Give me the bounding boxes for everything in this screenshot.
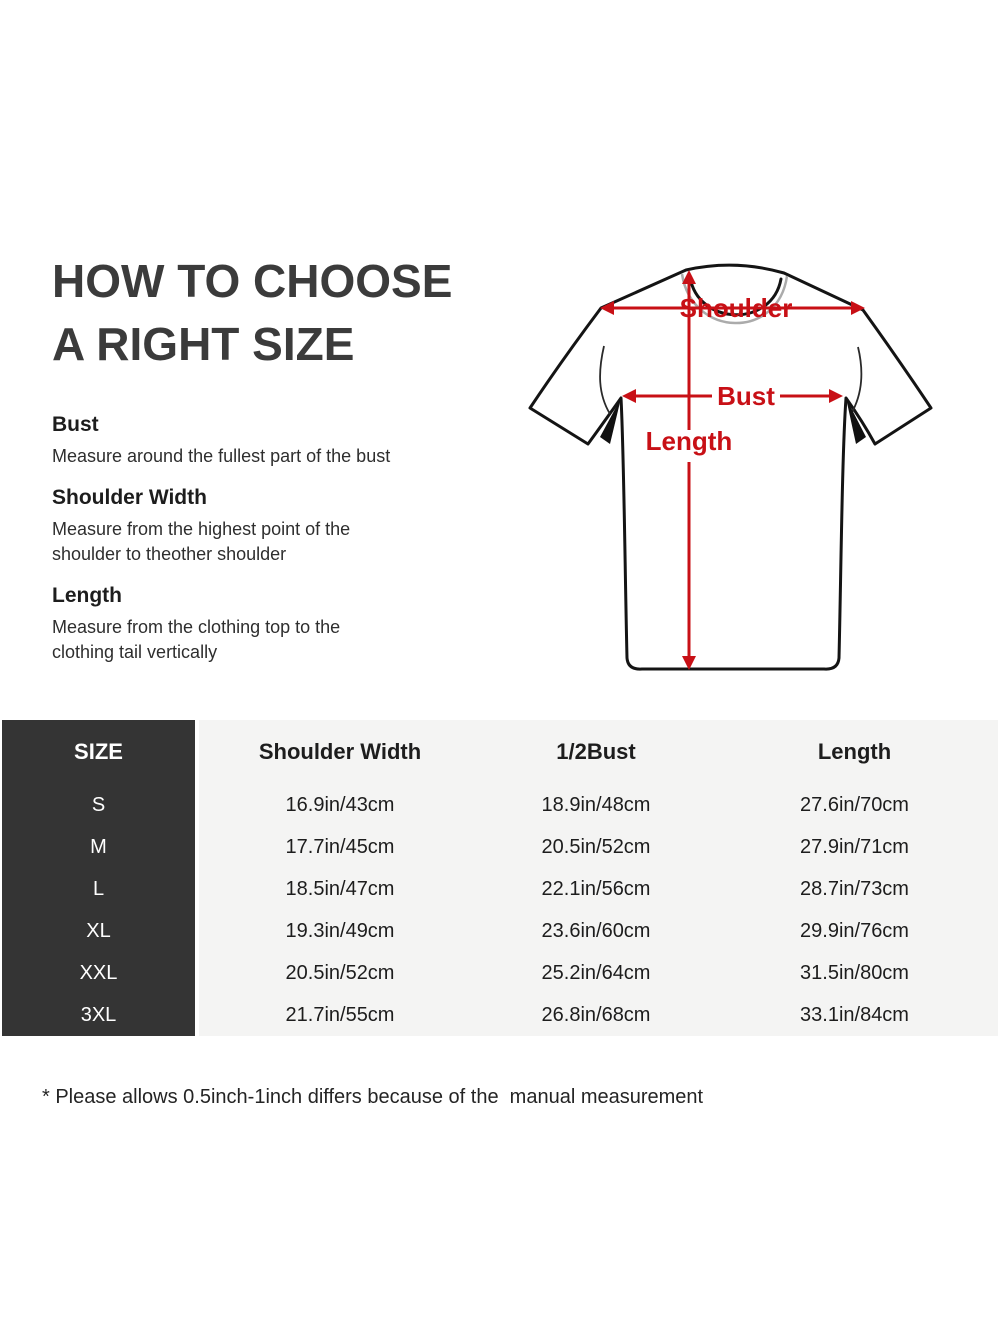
- size-cell: 3XL: [2, 994, 199, 1036]
- instruction-shoulder-width: Shoulder Width Measure from the highest …: [52, 485, 462, 567]
- left-armhole-seam: [599, 345, 611, 415]
- instruction-shoulder-heading: Shoulder Width: [52, 486, 207, 509]
- half-bust-cell: 20.5in/52cm: [481, 826, 711, 868]
- size-cell: M: [2, 826, 199, 868]
- header-half-bust: 1/2Bust: [481, 720, 711, 784]
- instruction-shoulder-text: Measure from the highest point of the sh…: [52, 519, 351, 564]
- size-cell: L: [2, 868, 199, 910]
- half-bust-cell: 25.2in/64cm: [481, 952, 711, 994]
- header-length: Length: [711, 720, 998, 784]
- instruction-length: Length Measure from the clothing top to …: [52, 583, 462, 665]
- page-title: HOW TO CHOOSE A RIGHT SIZE: [52, 250, 452, 376]
- instruction-bust: Bust Measure around the fullest part of …: [52, 412, 462, 469]
- tshirt-outline: [528, 263, 933, 671]
- shoulder-width-cell: 19.3in/49cm: [199, 910, 481, 952]
- length-arrow-label: Length: [646, 426, 733, 456]
- length-cell: 33.1in/84cm: [711, 994, 998, 1036]
- page-title-line-1: HOW TO CHOOSE: [52, 255, 453, 307]
- shoulder-arrow-label: Shoulder: [680, 293, 793, 323]
- half-bust-cell: 26.8in/68cm: [481, 994, 711, 1036]
- measurement-instructions: Bust Measure around the fullest part of …: [52, 412, 462, 681]
- table-row: XL 19.3in/49cm 23.6in/60cm 29.9in/76cm: [2, 910, 998, 952]
- size-cell: S: [2, 784, 199, 826]
- length-arrow: Length: [646, 270, 733, 670]
- table-row: S 16.9in/43cm 18.9in/48cm 27.6in/70cm: [2, 784, 998, 826]
- table-row: 3XL 21.7in/55cm 26.8in/68cm 33.1in/84cm: [2, 994, 998, 1036]
- tshirt-measurement-diagram: Shoulder Bust Length: [500, 240, 1000, 700]
- half-bust-cell: 18.9in/48cm: [481, 784, 711, 826]
- shoulder-width-cell: 21.7in/55cm: [199, 994, 481, 1036]
- collar-opening: [688, 275, 783, 317]
- length-cell: 29.9in/76cm: [711, 910, 998, 952]
- shoulder-width-cell: 18.5in/47cm: [199, 868, 481, 910]
- half-bust-cell: 23.6in/60cm: [481, 910, 711, 952]
- bust-arrow: Bust: [622, 381, 843, 411]
- shoulder-width-cell: 16.9in/43cm: [199, 784, 481, 826]
- size-chart-table: SIZE Shoulder Width 1/2Bust Length S 16.…: [2, 720, 998, 1036]
- length-cell: 27.9in/71cm: [711, 826, 998, 868]
- length-cell: 27.6in/70cm: [711, 784, 998, 826]
- header-shoulder-width: Shoulder Width: [199, 720, 481, 784]
- right-armhole-seam: [850, 346, 863, 415]
- instruction-bust-text: Measure around the fullest part of the b…: [52, 446, 391, 466]
- half-bust-cell: 22.1in/56cm: [481, 868, 711, 910]
- right-armpit-shadow: [846, 398, 866, 444]
- instruction-bust-heading: Bust: [52, 413, 99, 436]
- table-row: XXL 20.5in/52cm 25.2in/64cm 31.5in/80cm: [2, 952, 998, 994]
- left-armpit-shadow: [600, 398, 621, 444]
- tshirt-diagram-svg: Shoulder Bust Length: [528, 263, 933, 671]
- table-row: L 18.5in/47cm 22.1in/56cm 28.7in/73cm: [2, 868, 998, 910]
- instruction-length-text: Measure from the clothing top to the clo…: [52, 617, 341, 662]
- length-cell: 31.5in/80cm: [711, 952, 998, 994]
- page-title-line-2: A RIGHT SIZE: [52, 318, 355, 370]
- size-cell: XXL: [2, 952, 199, 994]
- table-header-row: SIZE Shoulder Width 1/2Bust Length: [2, 720, 998, 784]
- length-cell: 28.7in/73cm: [711, 868, 998, 910]
- shoulder-width-cell: 20.5in/52cm: [199, 952, 481, 994]
- shoulder-width-cell: 17.7in/45cm: [199, 826, 481, 868]
- measurement-disclaimer: * Please allows 0.5inch-1inch differs be…: [42, 1086, 704, 1108]
- shoulder-arrow: Shoulder: [600, 293, 865, 323]
- bust-arrow-label: Bust: [717, 381, 775, 411]
- size-cell: XL: [2, 910, 199, 952]
- table-body: S 16.9in/43cm 18.9in/48cm 27.6in/70cm M …: [2, 784, 998, 1036]
- instruction-length-heading: Length: [52, 584, 122, 607]
- header-size: SIZE: [2, 720, 199, 784]
- table-row: M 17.7in/45cm 20.5in/52cm 27.9in/71cm: [2, 826, 998, 868]
